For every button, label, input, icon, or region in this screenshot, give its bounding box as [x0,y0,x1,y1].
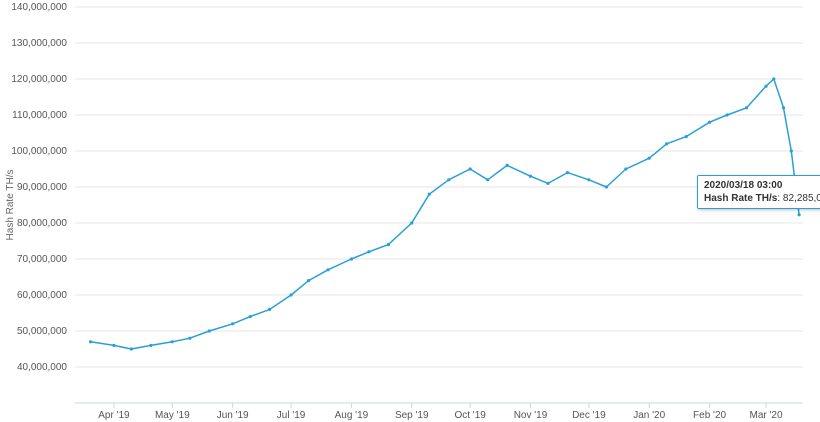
data-point [326,268,330,272]
data-point [207,329,211,333]
data-tooltip: 2020/03/18 03:00 Hash Rate TH/s: 82,285,… [697,175,820,209]
data-point [349,257,354,261]
data-point [386,243,390,247]
data-point [505,163,509,167]
x-tick-label: Feb '20 [693,410,726,421]
x-tick-label: Dec '19 [572,410,606,421]
data-point [772,77,776,81]
x-tick-label: Jul '19 [277,410,306,421]
x-tick-label: Jun '19 [217,410,249,421]
x-tick-label: Nov '19 [514,410,548,421]
y-tick-label: 100,000,000 [11,146,67,157]
data-point [149,343,153,347]
tooltip-value: 82,285,031 [782,193,820,204]
data-point [306,279,311,283]
data-point [781,106,786,110]
x-axis: Apr '19 May '19 Jun '19 Jul '19 Aug '19 Sep '… [75,402,803,421]
y-tick-label: 40,000,000 [17,362,67,373]
tooltip-value-row: Hash Rate TH/s: 82,285,031 [704,192,820,205]
x-tick-label: Mar '20 [749,410,782,421]
y-tick-label: 50,000,000 [17,326,67,337]
data-point [447,178,451,182]
data-point [268,307,272,311]
data-point [170,340,174,344]
data-point [587,178,591,182]
data-point [604,185,609,189]
data-point [744,106,749,110]
x-tick-label: Oct '19 [454,410,486,421]
data-point [565,171,570,175]
data-point [624,167,628,171]
x-tick-label: Sep '19 [395,410,429,421]
data-point [764,84,768,88]
y-tick-label: 60,000,000 [17,290,67,301]
data-point [665,142,669,146]
data-point [129,347,134,351]
x-tick-label: Jan '20 [633,410,665,421]
y-tick-label: 120,000,000 [11,74,67,85]
tooltip-label: Hash Rate TH/s [704,193,778,204]
data-point [289,293,293,297]
y-axis-title: Hash Rate TH/s [5,170,16,241]
data-point [367,250,371,254]
data-point [725,113,729,117]
tooltip-date: 2020/03/18 03:00 [704,180,783,191]
y-tick-label: 140,000,000 [11,2,67,13]
x-tick-label: May '19 [155,410,190,421]
data-point [546,181,550,185]
data-point [248,315,252,319]
data-point [797,213,801,217]
data-point [112,343,116,347]
data-point [427,192,431,196]
y-tick-label: 110,000,000 [12,110,67,121]
data-point [647,156,651,160]
data-point [486,178,490,182]
x-tick-label: Apr '19 [98,410,130,421]
x-tick-label: Aug '19 [335,410,369,421]
data-point [528,174,533,178]
y-tick-label: 70,000,000 [17,254,67,265]
data-point [88,340,93,344]
y-tick-label: 80,000,000 [17,218,67,229]
data-point [468,167,472,171]
y-tick-label: 90,000,000 [17,182,67,193]
y-axis: 40,000,000 50,000,000 60,000,000 70,000,000… [11,2,67,373]
data-point [231,322,235,326]
data-point [707,120,712,124]
series-layer [88,77,801,351]
hash-rate-series-line [90,78,800,350]
data-point [188,336,192,340]
data-point [684,135,688,139]
data-point [410,221,414,225]
data-point [789,149,793,153]
y-tick-label: 130,000,000 [11,38,67,49]
